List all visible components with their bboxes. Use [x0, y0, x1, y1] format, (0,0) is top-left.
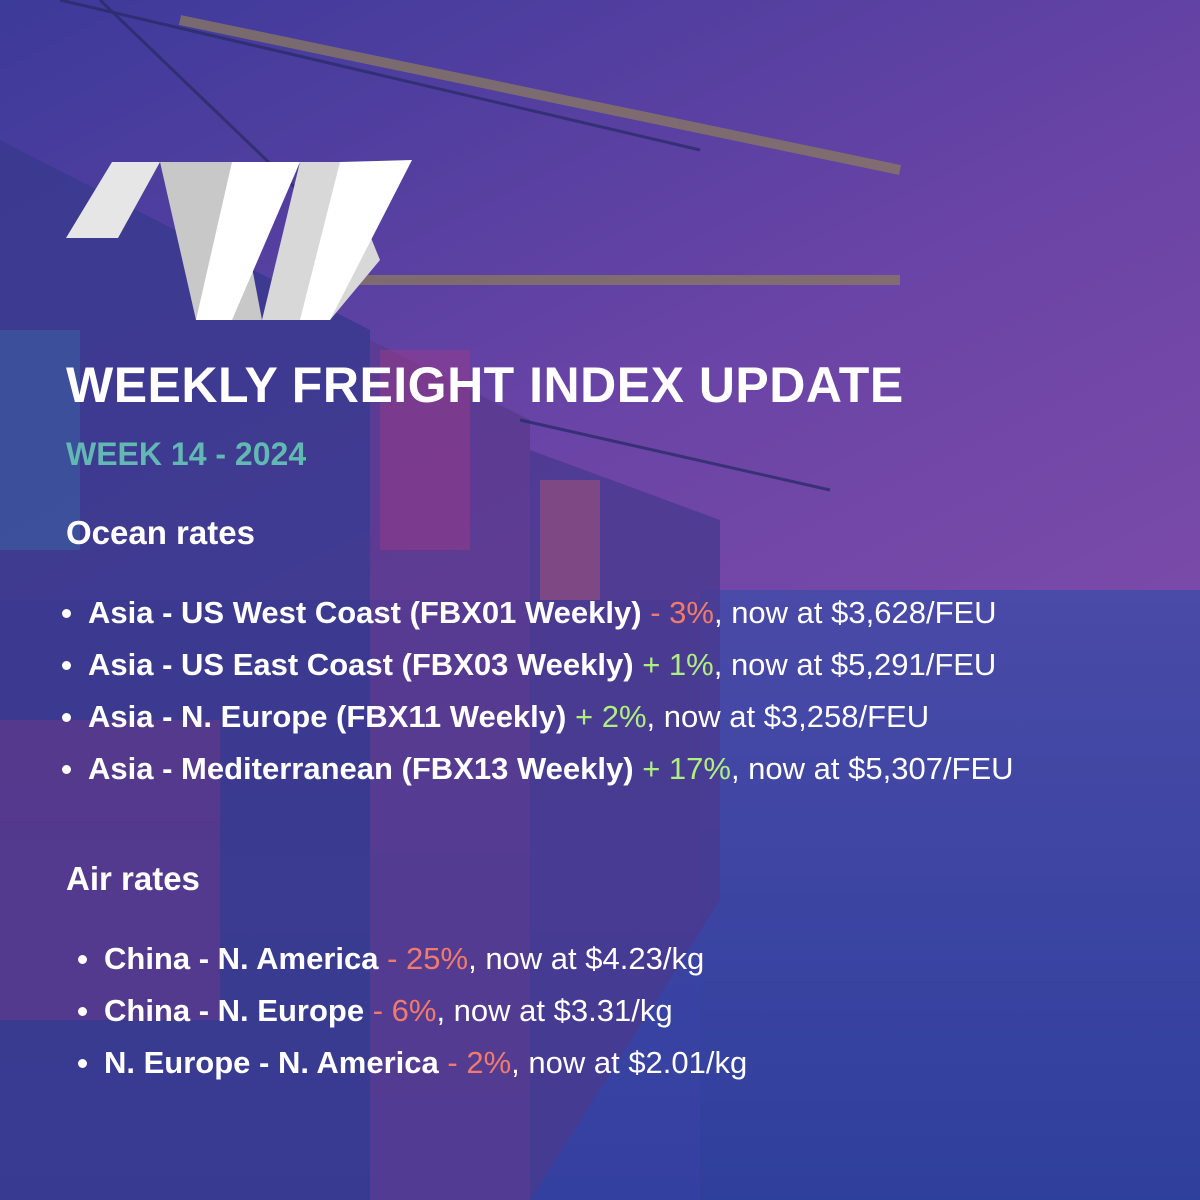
section-heading: Air rates: [66, 860, 200, 897]
rate-item: China - N. America - 25%, now at $4.23/k…: [78, 933, 747, 985]
rate: , now at $4.23/kg: [468, 941, 705, 976]
rate: , now at $3,258/FEU: [646, 699, 930, 734]
route: China - N. Europe: [104, 993, 365, 1028]
change: - 6%: [372, 993, 437, 1028]
rate: , now at $2.01/kg: [511, 1045, 748, 1080]
change: + 17%: [642, 751, 731, 786]
route: China - N. America: [104, 941, 379, 976]
change: - 25%: [387, 941, 469, 976]
subtitle: WEEK 14 - 2024: [66, 436, 307, 472]
rate-list: China - N. America - 25%, now at $4.23/k…: [78, 933, 747, 1089]
rate: , now at $3,628/FEU: [713, 595, 997, 630]
rate: , now at $3.31/kg: [436, 993, 673, 1028]
rate-list: Asia - US West Coast (FBX01 Weekly) - 3%…: [62, 587, 1014, 795]
rate: , now at $5,291/FEU: [713, 647, 997, 682]
rate-item: China - N. Europe - 6%, now at $3.31/kg: [78, 985, 747, 1037]
logo-part: [196, 162, 300, 320]
change: - 3%: [650, 595, 714, 630]
rate-item: Asia - US West Coast (FBX01 Weekly) - 3%…: [62, 587, 1014, 639]
rate: , now at $5,307/FEU: [730, 751, 1014, 786]
rate-item: Asia - N. Europe (FBX11 Weekly) + 2%, no…: [62, 691, 1014, 743]
rate-item: Asia - US East Coast (FBX03 Weekly) + 1%…: [62, 639, 1014, 691]
route: N. Europe - N. America: [104, 1045, 439, 1080]
route: Asia - N. Europe (FBX11 Weekly): [88, 699, 567, 734]
route: Asia - US East Coast (FBX03 Weekly): [88, 647, 634, 682]
change: + 2%: [574, 699, 647, 734]
route: Asia - Mediterranean (FBX13 Weekly): [88, 751, 634, 786]
title: WEEKLY FREIGHT INDEX UPDATE: [66, 357, 904, 413]
section-heading: Ocean rates: [66, 514, 255, 551]
rate-item: N. Europe - N. America - 2%, now at $2.0…: [78, 1037, 747, 1089]
change: + 1%: [642, 647, 714, 682]
logo-part: [300, 160, 412, 320]
route: Asia - US West Coast (FBX01 Weekly): [88, 595, 642, 630]
rate-item: Asia - Mediterranean (FBX13 Weekly) + 17…: [62, 743, 1014, 795]
change: - 2%: [447, 1045, 512, 1080]
logo-part: [66, 162, 160, 238]
